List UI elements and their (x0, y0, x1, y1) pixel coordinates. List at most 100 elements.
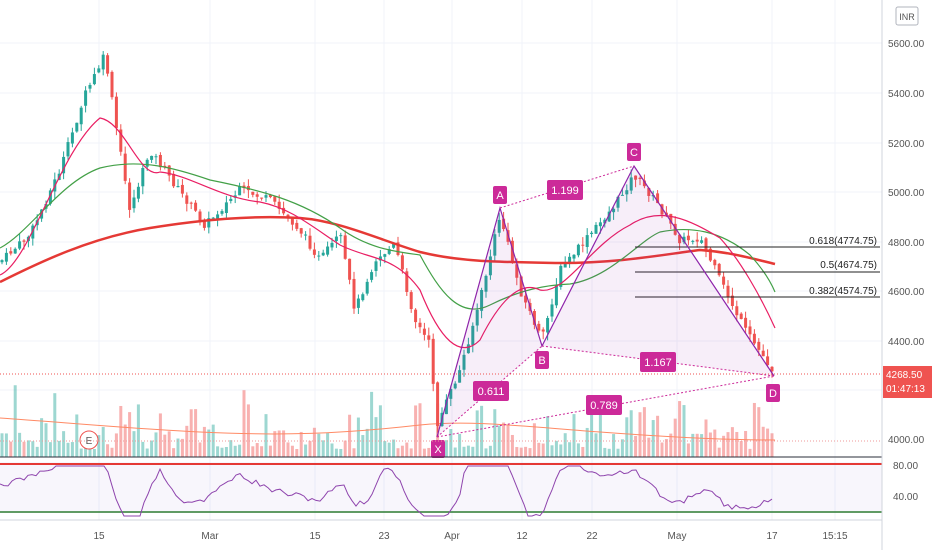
volume-bar (132, 431, 136, 457)
last-price-badge: 4268.50 01:47:13 (883, 366, 932, 398)
volume-bar (290, 445, 294, 457)
svg-text:B: B (538, 355, 545, 367)
candle-body (396, 242, 400, 255)
candle-body (18, 241, 22, 249)
candle-body (97, 68, 101, 73)
volume-bar (123, 424, 127, 457)
candle-body (220, 211, 224, 214)
candle-body (502, 218, 506, 230)
volume-bar (154, 432, 158, 457)
svg-text:D: D (769, 388, 777, 400)
candle-body (106, 55, 110, 74)
candle-body (730, 295, 734, 306)
volume-bar (13, 385, 17, 457)
volume-bar (273, 431, 277, 457)
ratio-label-xab: 0.611 (473, 381, 509, 401)
candle-body (348, 258, 352, 280)
volume-bar (405, 442, 409, 457)
candle-body (141, 168, 145, 187)
svg-text:INR: INR (899, 12, 915, 22)
candle-body (128, 182, 132, 210)
y-tick: 4600.00 (888, 287, 925, 298)
volume-bar (409, 448, 413, 457)
volume-bar (198, 442, 202, 457)
x-tick: 17 (766, 531, 778, 542)
volume-bar (348, 414, 352, 457)
volume-bar (40, 418, 44, 457)
svg-text:X: X (434, 444, 442, 456)
volume-bar (53, 393, 57, 457)
rsi-tick: 40.00 (893, 492, 918, 503)
time-axis[interactable]: 15 Mar 15 23 Apr 12 22 May 17 15:15 (0, 519, 882, 542)
volume-bar (515, 447, 519, 457)
volume-bar (128, 412, 132, 457)
candle-body (458, 370, 462, 383)
candle-body (585, 235, 589, 247)
candle-body (167, 165, 171, 176)
volume-bar (664, 439, 668, 457)
candle-body (436, 382, 440, 426)
volume-bar (722, 435, 726, 457)
fib-levels (635, 246, 880, 298)
volume-bar (458, 433, 462, 457)
volume-bar (537, 442, 541, 457)
candle-body (713, 259, 717, 266)
candle-body (330, 242, 334, 248)
candle-body (378, 256, 382, 261)
volume-bar (590, 411, 594, 457)
candle-body (541, 329, 545, 332)
candle-body (66, 142, 70, 157)
candle-body (295, 222, 299, 229)
volume-bar (343, 440, 347, 457)
volume-bar (427, 447, 431, 457)
candle-body (603, 219, 607, 224)
candle-body (207, 218, 211, 228)
point-label-c: C (627, 143, 641, 161)
volume-bar (651, 420, 655, 457)
volume-bar (581, 446, 585, 457)
volume-bar (634, 435, 638, 457)
volume-bar (453, 447, 457, 457)
volume-bar (563, 433, 567, 457)
volume-bar (4, 433, 8, 457)
volume-bar (647, 437, 651, 457)
candle-body (594, 224, 598, 234)
volume-bar (365, 428, 369, 457)
candle-body (238, 186, 242, 196)
candle-body (44, 203, 48, 209)
candle-body (251, 191, 255, 195)
volume-bar (44, 423, 48, 457)
event-marker[interactable]: E (79, 430, 99, 450)
volume-bar (136, 404, 140, 457)
currency-badge[interactable]: INR (895, 6, 919, 26)
candle-body (365, 281, 369, 294)
rsi-line (0, 465, 773, 517)
svg-text:1.167: 1.167 (644, 357, 672, 369)
candle-body (290, 218, 294, 225)
volume-bar (708, 432, 712, 457)
volume-bar (119, 405, 123, 457)
candle-body (202, 221, 206, 228)
volume-bar (730, 427, 734, 457)
price-axis[interactable]: 5600.00 5400.00 5200.00 5000.00 4800.00 … (881, 0, 925, 550)
x-tick: Mar (201, 531, 219, 542)
candle-body (0, 260, 4, 263)
y-tick: 4000.00 (888, 435, 925, 446)
candle-body (4, 252, 8, 262)
ma-200-line (0, 215, 776, 284)
volume-bar (48, 442, 52, 457)
candle-body (150, 155, 154, 160)
candle-body (638, 177, 642, 179)
volume-bar (35, 446, 39, 457)
candle-body (770, 366, 774, 372)
volume-bar (717, 447, 721, 457)
volume-bar (686, 443, 690, 457)
candle-body (273, 196, 277, 202)
candle-body (642, 180, 646, 187)
volume-bar (374, 417, 378, 457)
candle-body (559, 265, 563, 287)
volume-bar (317, 433, 321, 457)
volume-bar (532, 423, 536, 457)
point-label-x: X (431, 440, 445, 458)
